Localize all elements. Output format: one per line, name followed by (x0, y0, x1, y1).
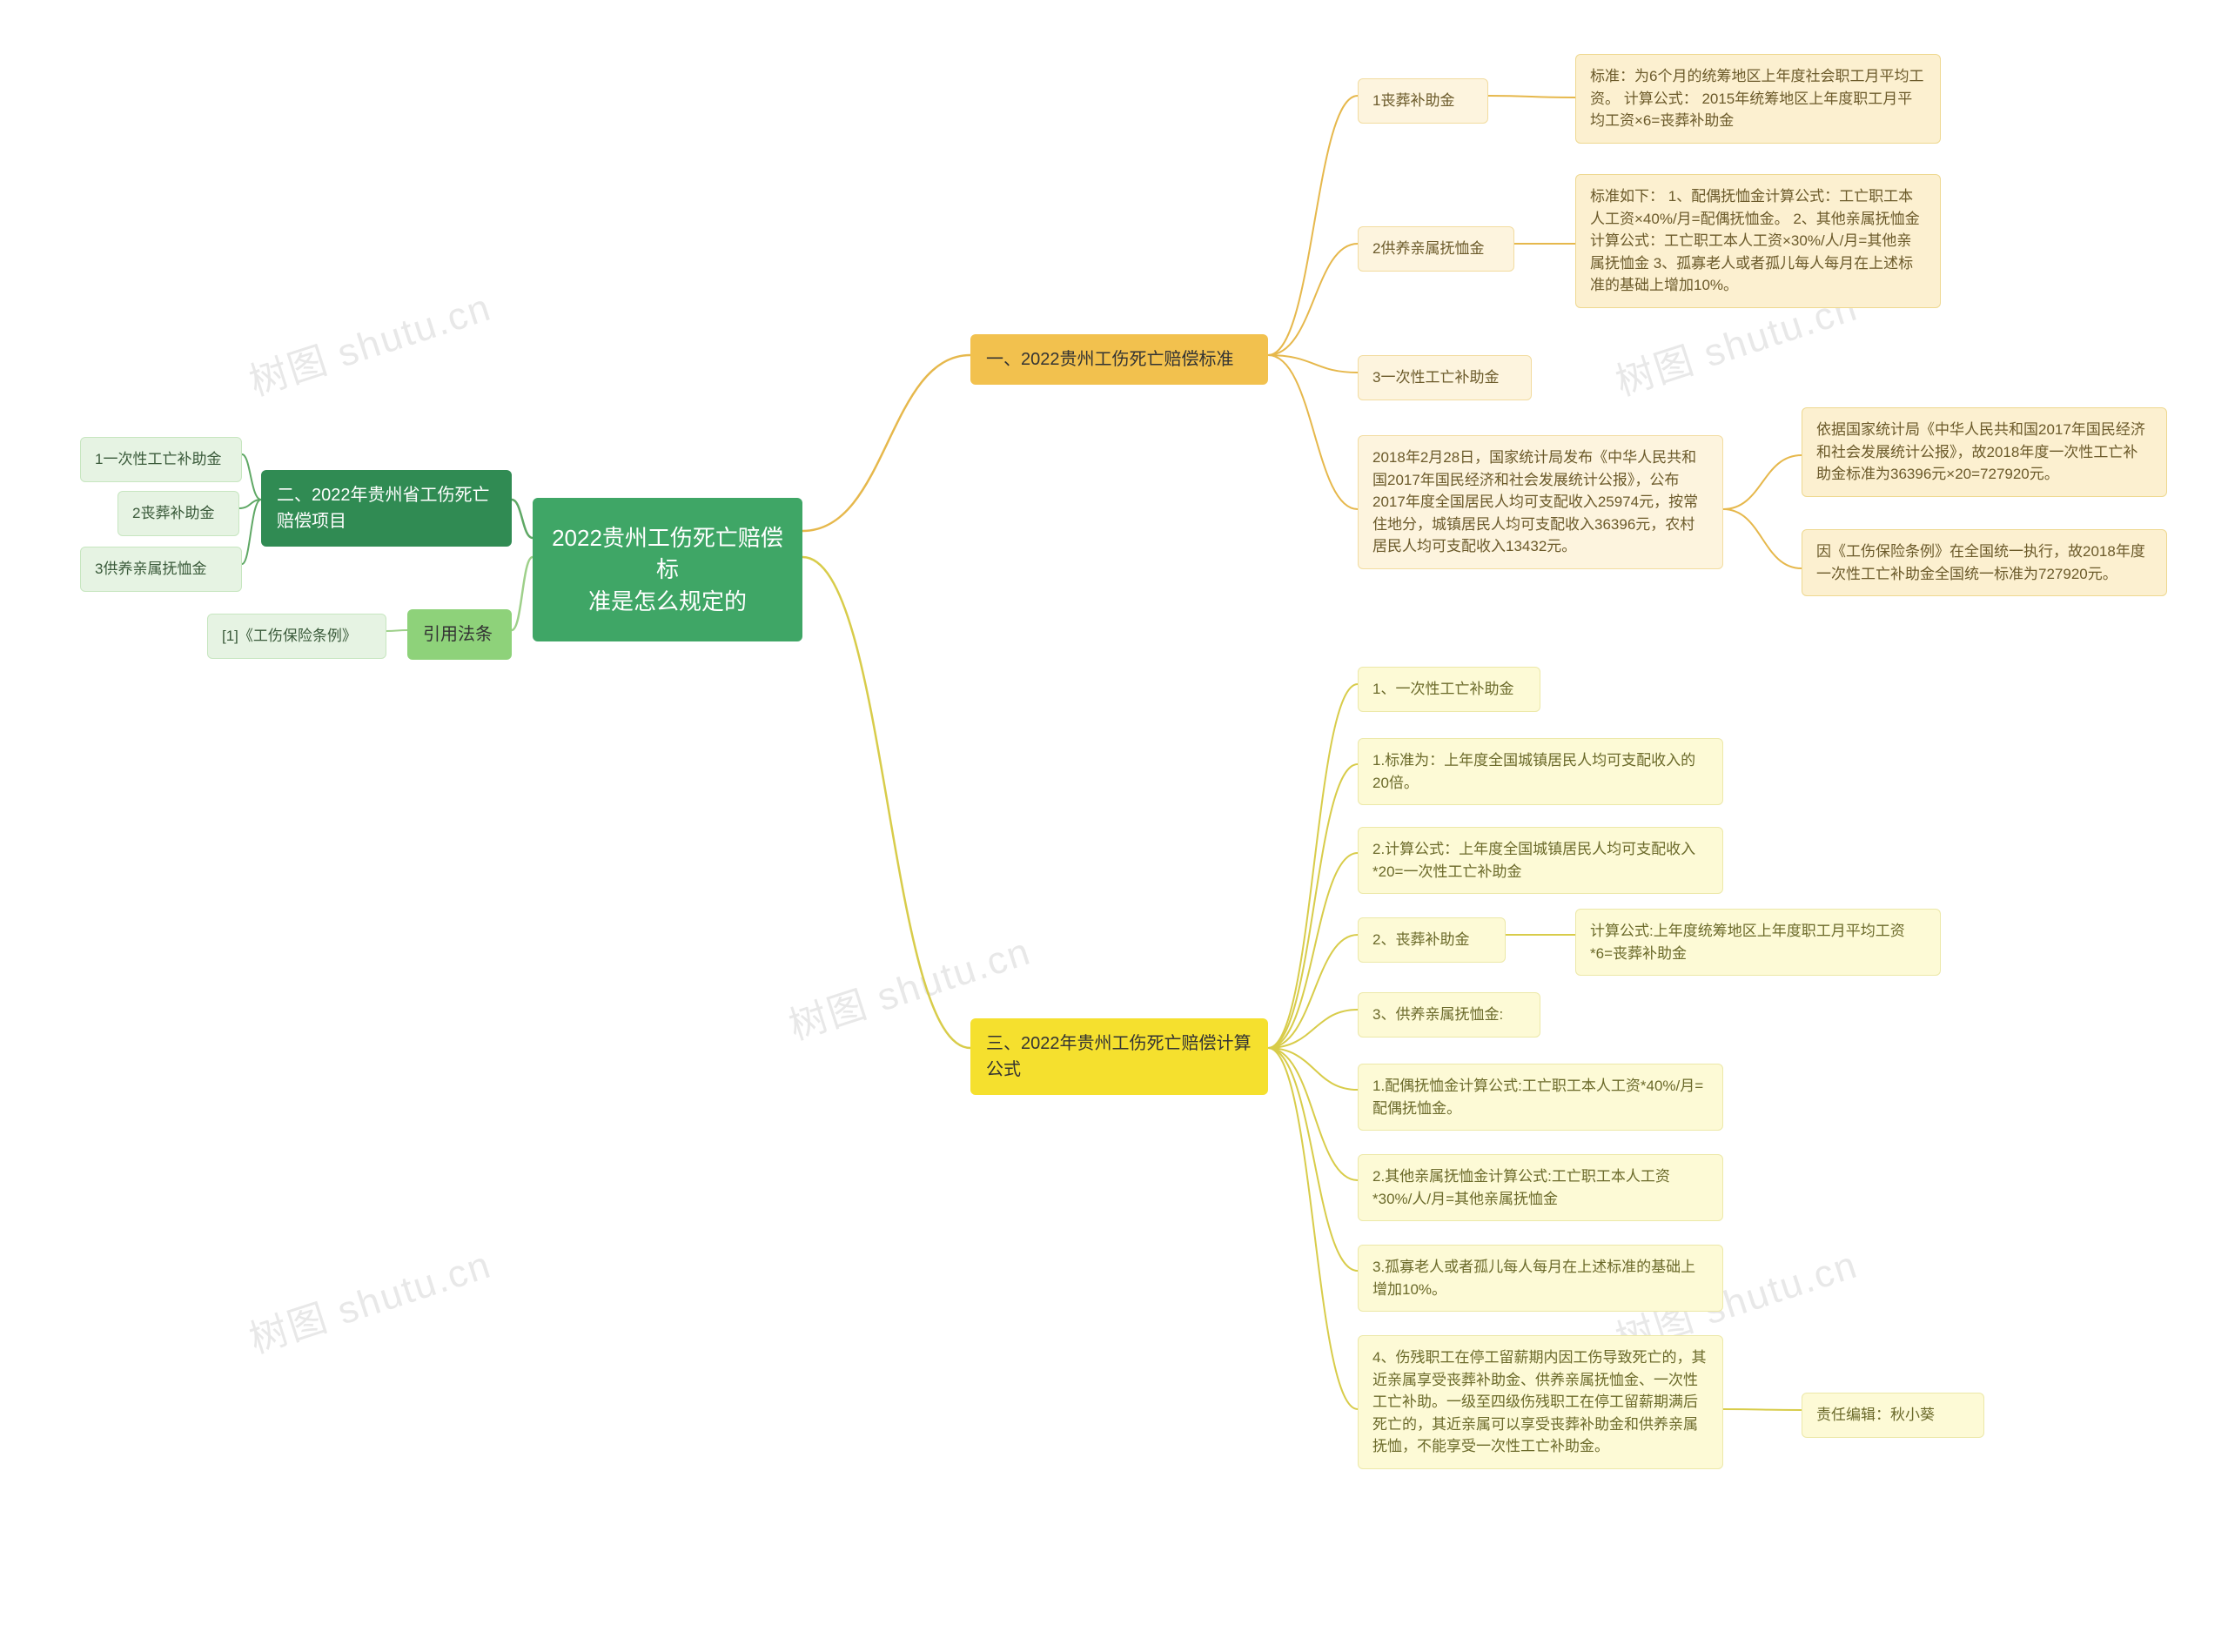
b1-item-d[interactable]: 2018年2月28日，国家统计局发布《中华人民共和国2017年国民经济和社会发展… (1358, 435, 1723, 569)
b3-item-d-detail[interactable]: 计算公式:上年度统筹地区上年度职工月平均工资*6=丧葬补助金 (1575, 909, 1941, 976)
b1-item-d-detail1[interactable]: 依据国家统计局《中华人民共和国2017年国民经济和社会发展统计公报》，故2018… (1802, 407, 2167, 497)
b3-item-c[interactable]: 2.计算公式：上年度全国城镇居民人均可支配收入*20=一次性工亡补助金 (1358, 827, 1723, 894)
b3-item-a[interactable]: 1、一次性工亡补助金 (1358, 667, 1540, 712)
watermark: 树图 shutu.cn (241, 1233, 497, 1364)
root-line2: 准是怎么规定的 (550, 586, 785, 617)
b2-item-b[interactable]: 2丧葬补助金 (117, 491, 239, 536)
root-node[interactable]: 2022贵州工伤死亡赔偿标 准是怎么规定的 (533, 498, 802, 641)
b3-item-f[interactable]: 1.配偶抚恤金计算公式:工亡职工本人工资*40%/月=配偶抚恤金。 (1358, 1064, 1723, 1131)
b3-item-d[interactable]: 2、丧葬补助金 (1358, 917, 1506, 963)
b3-item-b[interactable]: 1.标准为：上年度全国城镇居民人均可支配收入的20倍。 (1358, 738, 1723, 805)
b1-item-c[interactable]: 3一次性工亡补助金 (1358, 355, 1532, 400)
b3-item-g[interactable]: 2.其他亲属抚恤金计算公式:工亡职工本人工资*30%/人/月=其他亲属抚恤金 (1358, 1154, 1723, 1221)
b3-item-h[interactable]: 3.孤寡老人或者孤儿每人每月在上述标准的基础上增加10%。 (1358, 1245, 1723, 1312)
b1-item-a[interactable]: 1丧葬补助金 (1358, 78, 1488, 124)
b2-item-c[interactable]: 3供养亲属抚恤金 (80, 547, 242, 592)
b3-item-e[interactable]: 3、供养亲属抚恤金: (1358, 992, 1540, 1038)
b1-item-b-detail[interactable]: 标准如下： 1、配偶抚恤金计算公式：工亡职工本人工资×40%/月=配偶抚恤金。 … (1575, 174, 1941, 308)
b1-item-b[interactable]: 2供养亲属抚恤金 (1358, 226, 1514, 272)
watermark: 树图 shutu.cn (241, 276, 497, 406)
branch-1[interactable]: 一、2022贵州工伤死亡赔偿标准 (970, 334, 1268, 385)
b4-item-a[interactable]: [1]《工伤保险条例》 (207, 614, 386, 659)
b1-item-d-detail2[interactable]: 因《工伤保险条例》在全国统一执行，故2018年度一次性工亡补助金全国统一标准为7… (1802, 529, 2167, 596)
root-line1: 2022贵州工伤死亡赔偿标 (550, 522, 785, 586)
branch-4[interactable]: 引用法条 (407, 609, 512, 660)
branch-2[interactable]: 二、2022年贵州省工伤死亡赔偿项目 (261, 470, 512, 547)
b3-item-i-detail[interactable]: 责任编辑：秋小葵 (1802, 1393, 1984, 1438)
b1-item-a-detail[interactable]: 标准：为6个月的统筹地区上年度社会职工月平均工资。 计算公式： 2015年统筹地… (1575, 54, 1941, 144)
branch-3[interactable]: 三、2022年贵州工伤死亡赔偿计算公式 (970, 1018, 1268, 1095)
b2-item-a[interactable]: 1一次性工亡补助金 (80, 437, 242, 482)
b3-item-i[interactable]: 4、伤残职工在停工留薪期内因工伤导致死亡的，其近亲属享受丧葬补助金、供养亲属抚恤… (1358, 1335, 1723, 1469)
